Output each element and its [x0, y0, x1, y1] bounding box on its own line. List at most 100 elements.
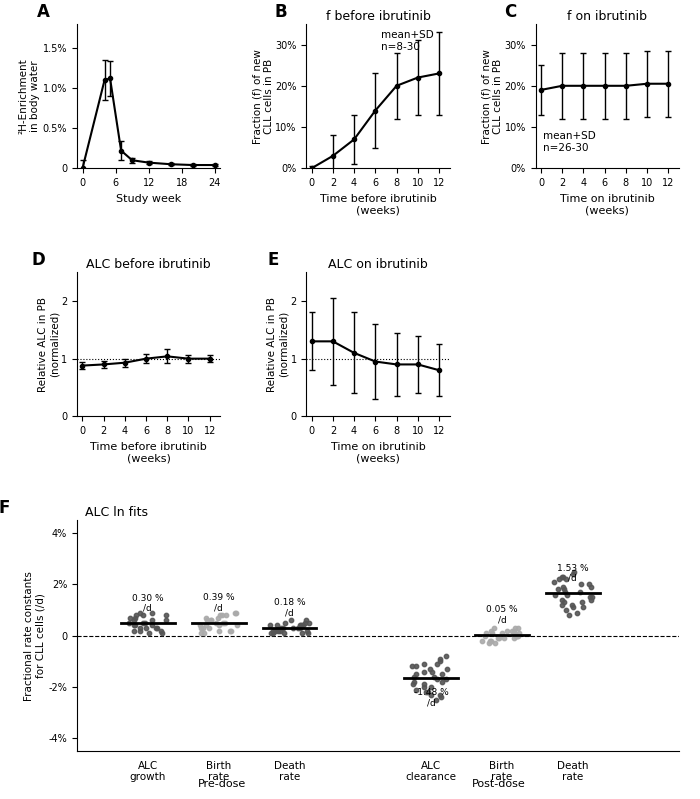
Point: [560, 603, 571, 616]
Point: [141, 622, 152, 634]
Point: [295, 622, 306, 634]
Point: [559, 596, 570, 609]
Point: [556, 594, 568, 606]
Point: [225, 624, 236, 637]
Point: [436, 668, 447, 681]
Point: [559, 583, 570, 596]
Point: [571, 606, 582, 619]
Point: [509, 622, 520, 634]
Point: [424, 662, 435, 675]
Point: [559, 586, 570, 598]
Point: [441, 673, 452, 686]
Point: [231, 606, 242, 619]
Point: [426, 681, 437, 694]
Point: [489, 637, 500, 650]
Point: [134, 606, 145, 619]
Point: [576, 596, 587, 609]
Point: [586, 594, 597, 606]
Point: [557, 570, 568, 583]
Point: [434, 652, 445, 665]
X-axis label: Time before ibrutinib
(weeks): Time before ibrutinib (weeks): [90, 442, 207, 463]
Title: f before ibrutinib: f before ibrutinib: [326, 10, 430, 23]
Point: [205, 614, 216, 626]
Point: [211, 617, 222, 630]
X-axis label: Time on ibrutinib
(weeks): Time on ibrutinib (weeks): [560, 193, 654, 215]
Point: [300, 617, 311, 630]
Point: [564, 609, 575, 622]
Point: [214, 624, 225, 637]
Point: [214, 619, 225, 632]
Y-axis label: Fraction (f) of new
CLL cells in PB: Fraction (f) of new CLL cells in PB: [252, 49, 274, 144]
Point: [139, 617, 150, 630]
Point: [230, 606, 241, 619]
Point: [157, 626, 168, 639]
Y-axis label: Relative ALC in PB
(normalized): Relative ALC in PB (normalized): [38, 296, 60, 392]
Point: [267, 624, 279, 637]
Point: [279, 617, 290, 630]
Point: [286, 614, 297, 626]
Point: [272, 619, 283, 632]
Point: [509, 632, 520, 645]
Point: [197, 622, 209, 634]
Point: [498, 632, 509, 645]
Point: [430, 694, 442, 706]
Point: [225, 624, 237, 637]
Point: [292, 622, 303, 634]
Point: [512, 622, 523, 634]
Point: [409, 675, 420, 688]
Point: [195, 619, 206, 632]
Text: mean+SD
n=8-30: mean+SD n=8-30: [381, 30, 433, 52]
Text: E: E: [267, 251, 279, 269]
Point: [134, 622, 146, 634]
Point: [587, 590, 598, 603]
Point: [278, 626, 289, 639]
Point: [267, 626, 278, 639]
Text: A: A: [37, 2, 50, 21]
Text: Pre-dose: Pre-dose: [198, 779, 246, 789]
Point: [511, 630, 522, 642]
Point: [562, 588, 573, 601]
Point: [288, 622, 299, 634]
Point: [567, 598, 578, 611]
Point: [277, 622, 288, 634]
Point: [420, 686, 431, 698]
Point: [494, 632, 505, 645]
Point: [510, 630, 522, 642]
Point: [574, 586, 585, 598]
Point: [129, 624, 140, 637]
Point: [129, 619, 140, 632]
Point: [423, 686, 434, 698]
Point: [407, 660, 418, 673]
Point: [561, 573, 572, 586]
Point: [435, 655, 446, 668]
Point: [410, 683, 421, 696]
Point: [130, 619, 141, 632]
Point: [206, 614, 217, 626]
Text: ALC ln fits: ALC ln fits: [77, 506, 148, 519]
Text: Post-dose: Post-dose: [472, 779, 525, 789]
Point: [483, 637, 494, 650]
Point: [302, 626, 314, 639]
Text: -1.48 %
/d: -1.48 % /d: [414, 689, 449, 708]
Point: [266, 626, 277, 639]
Point: [275, 622, 286, 634]
Text: C: C: [504, 2, 517, 21]
Text: 0.39 %
/d: 0.39 % /d: [203, 594, 235, 613]
Point: [419, 681, 430, 694]
Point: [567, 568, 578, 581]
Point: [144, 626, 155, 639]
Point: [481, 626, 492, 639]
Point: [508, 626, 519, 639]
Point: [428, 670, 439, 683]
Point: [410, 668, 421, 681]
Text: mean+SD
n=26-30: mean+SD n=26-30: [542, 131, 596, 153]
Point: [297, 619, 308, 632]
Point: [300, 614, 312, 626]
Point: [125, 611, 136, 624]
Point: [418, 665, 429, 678]
Point: [407, 678, 418, 691]
Text: D: D: [31, 251, 45, 269]
Point: [435, 688, 446, 701]
Point: [303, 617, 314, 630]
Point: [295, 619, 306, 632]
